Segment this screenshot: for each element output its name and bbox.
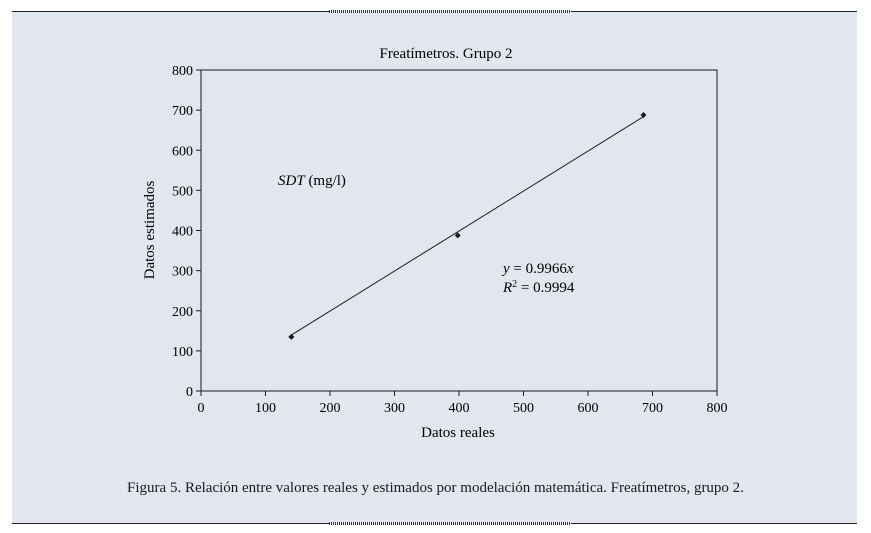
x-axis-label: Datos reales — [421, 425, 495, 441]
equation-rhs: x — [566, 261, 574, 277]
variable-annotation: SDT (mg/l) — [278, 173, 346, 189]
y-tick-label: 600 — [172, 144, 193, 159]
chart: Freatímetros. Grupo 2 0 100 200 300 400 500 60… — [0, 0, 871, 533]
y-axis-label: Datos estimados — [142, 180, 158, 279]
x-axis-ticks: 0 100 200 300 400 500 600 700 800 — [198, 391, 728, 416]
equation-annotation: y = 0.9966x — [501, 261, 574, 277]
variable-name: SDT — [278, 173, 306, 189]
y-tick-label: 100 — [172, 345, 193, 360]
x-tick-label: 800 — [707, 401, 728, 416]
y-tick-label: 700 — [172, 104, 193, 119]
y-tick-label: 300 — [172, 265, 193, 280]
y-tick-label: 400 — [172, 225, 193, 240]
x-tick-label: 0 — [198, 401, 205, 416]
figure-caption: Figura 5. Relación entre valores reales … — [0, 480, 871, 497]
x-tick-label: 300 — [384, 401, 405, 416]
r2-annotation: R2 = 0.9994 — [502, 279, 575, 297]
y-tick-label: 200 — [172, 305, 193, 320]
y-tick-label: 800 — [172, 64, 193, 79]
chart-title: Freatímetros. Grupo 2 — [380, 46, 513, 62]
x-tick-label: 100 — [255, 401, 276, 416]
x-tick-label: 500 — [513, 401, 534, 416]
data-point — [288, 334, 294, 340]
trendline — [291, 117, 643, 335]
r2-value: = 0.9994 — [517, 280, 575, 296]
r2-symbol: R — [502, 280, 512, 296]
equation-lhs: y — [501, 261, 510, 277]
variable-units: (mg/l) — [305, 173, 346, 189]
x-tick-label: 200 — [320, 401, 341, 416]
equation-mid: = 0.9966 — [510, 261, 568, 277]
x-tick-label: 400 — [449, 401, 470, 416]
x-tick-label: 600 — [578, 401, 599, 416]
y-tick-label: 500 — [172, 184, 193, 199]
y-tick-label: 0 — [186, 385, 193, 400]
x-tick-label: 700 — [642, 401, 663, 416]
bottom-decoration — [329, 522, 571, 525]
data-point — [640, 112, 646, 118]
y-axis-ticks: 0 100 200 300 400 500 600 700 800 — [172, 64, 201, 400]
